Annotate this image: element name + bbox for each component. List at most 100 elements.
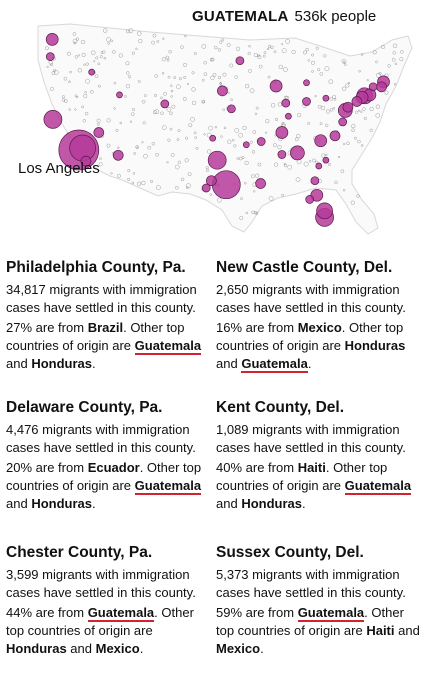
origin-pct: 16% — [216, 320, 243, 335]
county-dot — [312, 158, 316, 163]
county-dot — [149, 179, 154, 183]
county-dot — [392, 51, 396, 55]
county-dot — [82, 119, 86, 123]
cases-text: migrants with immigration cases have set… — [216, 282, 406, 315]
county-dot — [250, 174, 255, 179]
county-dot — [84, 111, 89, 116]
county-dot — [72, 32, 77, 36]
county-dot — [180, 177, 185, 182]
county-dot — [75, 37, 80, 41]
county-card: Delaware County, Pa. 4,476 migrants with… — [6, 398, 211, 515]
county-dot — [244, 160, 249, 166]
county-dot — [152, 33, 157, 38]
county-dot — [162, 125, 167, 130]
county-dot — [142, 121, 146, 125]
county-dot — [251, 210, 255, 215]
county-dot — [307, 122, 311, 125]
county-dot — [77, 68, 82, 73]
county-dot — [247, 51, 251, 56]
county-dot — [378, 72, 382, 75]
county-dot — [369, 128, 373, 132]
population-bubble — [285, 112, 292, 120]
county-dot — [387, 64, 391, 68]
county-dot — [255, 106, 259, 110]
county-dot — [369, 106, 374, 112]
county-dot — [195, 146, 199, 150]
county-dot — [393, 83, 397, 86]
county-dot — [274, 117, 279, 121]
origin-text: 59% are from Guatemala. Other top countr… — [216, 605, 420, 656]
county-dot — [375, 113, 381, 118]
county-dot — [223, 126, 227, 130]
county-dot — [91, 50, 96, 55]
county-dot — [125, 61, 130, 66]
county-dot — [132, 108, 136, 111]
country-name: GUATEMALA — [192, 8, 289, 25]
county-dot — [178, 77, 182, 81]
county-dot — [63, 77, 68, 81]
county-dot — [303, 161, 309, 167]
county-dot — [81, 105, 85, 109]
city-label: Los Angeles — [18, 160, 100, 177]
county-dot — [184, 34, 187, 38]
population-bubble — [209, 134, 217, 142]
top-origin: Haiti — [297, 460, 326, 475]
county-dot — [321, 153, 326, 158]
county-dot — [342, 86, 347, 91]
other-text: . Other top countries of origin are — [6, 460, 202, 493]
population-bubble — [322, 94, 330, 102]
county-dot — [258, 64, 263, 69]
county-dot — [229, 63, 234, 68]
county-dot — [345, 83, 350, 88]
county-dot — [400, 50, 404, 54]
population-bubble — [207, 150, 227, 170]
county-dot — [328, 79, 334, 85]
county-dot — [185, 136, 189, 140]
county-dot — [131, 181, 135, 185]
county-dot — [230, 98, 233, 102]
county-dot — [151, 141, 156, 146]
county-dot — [96, 122, 100, 126]
county-dot — [113, 107, 116, 110]
county-dot — [317, 68, 321, 72]
county-dot — [137, 31, 142, 36]
county-dot — [217, 197, 222, 203]
population-label: 536k people — [294, 8, 377, 25]
and-word: and — [398, 623, 420, 638]
are-from-text: are from — [245, 460, 295, 475]
county-dot — [99, 157, 102, 160]
county-dot — [155, 185, 161, 190]
and-word: and — [6, 356, 28, 371]
origin-pct: 44% — [6, 605, 33, 620]
other-origin-2: Mexico — [95, 641, 140, 656]
county-dot — [136, 146, 139, 149]
county-dot — [249, 88, 255, 94]
county-dot — [222, 108, 226, 112]
county-count-text: 34,817 migrants with immigration cases h… — [6, 281, 211, 317]
county-dot — [50, 63, 53, 67]
other-origin-2: Honduras — [241, 496, 302, 511]
county-dot — [83, 63, 86, 66]
county-dot — [188, 123, 193, 128]
county-dot — [217, 48, 222, 52]
county-dot — [251, 150, 256, 154]
county-card: New Castle County, Del. 2,650 migrants w… — [216, 258, 421, 375]
population-bubble — [376, 81, 387, 93]
county-dot — [214, 126, 218, 129]
county-dot — [53, 70, 59, 75]
county-dot — [219, 40, 223, 44]
county-dot — [337, 156, 341, 159]
county-dot — [265, 119, 270, 124]
origin-text: 44% are from Guatemala. Other top countr… — [6, 605, 194, 656]
county-dot — [244, 83, 250, 89]
top-origin: Guatemala — [297, 605, 365, 622]
county-dot — [342, 60, 346, 64]
county-dot — [362, 107, 366, 111]
county-dot — [201, 44, 207, 49]
county-dot — [191, 71, 195, 75]
population-bubble — [88, 68, 96, 76]
county-count-text: 4,476 migrants with immigration cases ha… — [6, 421, 211, 457]
county-dot — [315, 46, 319, 50]
county-dot — [227, 91, 230, 94]
top-origin: Guatemala — [87, 605, 155, 622]
